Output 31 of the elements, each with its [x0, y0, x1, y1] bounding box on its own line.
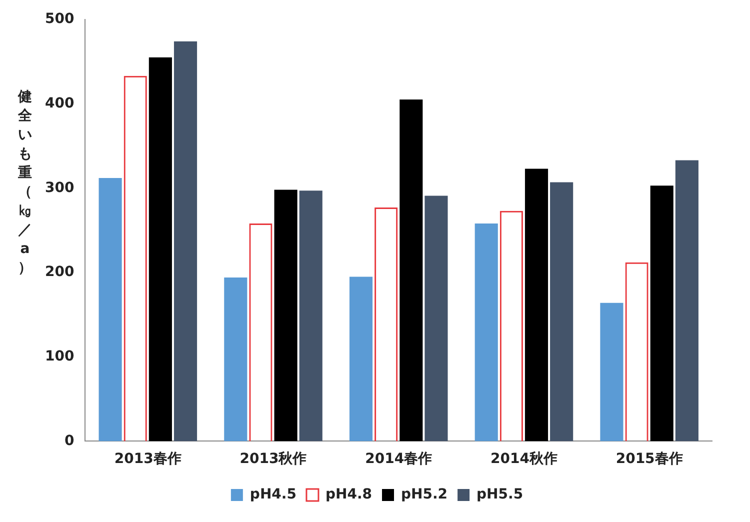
- legend-label: pH5.2: [401, 486, 448, 503]
- bar: [98, 178, 122, 442]
- text: 健全いも重（㎏／a）: [18, 89, 32, 276]
- bar: [474, 224, 498, 442]
- legend-label: pH5.5: [476, 486, 524, 503]
- bar: [550, 182, 574, 442]
- bar: [148, 57, 172, 442]
- x-tick-label: 2013秋作: [240, 451, 307, 468]
- bar: [675, 160, 698, 442]
- x-tick-label: 2014春作: [365, 451, 432, 468]
- legend-label: pH4.5: [250, 486, 296, 503]
- x-tick-label: 2013春作: [114, 451, 182, 468]
- y-tick-label: 0: [64, 432, 74, 449]
- bar: [174, 41, 198, 442]
- y-tick-label: 300: [44, 180, 74, 196]
- bar: [400, 100, 423, 442]
- bar: [299, 190, 322, 442]
- legend-label: pH4.8: [325, 486, 372, 503]
- x-tick-label: 2014秋作: [490, 451, 558, 468]
- y-tick-label: 100: [44, 348, 74, 364]
- y-tick-label: 500: [44, 11, 74, 28]
- bar: [424, 196, 448, 442]
- x-tick-label: 2015春作: [616, 451, 683, 468]
- bar: [224, 278, 248, 442]
- bar: [524, 168, 548, 442]
- bar: [600, 302, 624, 442]
- bar: [349, 276, 373, 442]
- bar: [650, 186, 674, 442]
- bar: [274, 190, 298, 442]
- y-tick-label: 400: [44, 95, 74, 112]
- y-tick-label: 200: [44, 264, 74, 280]
